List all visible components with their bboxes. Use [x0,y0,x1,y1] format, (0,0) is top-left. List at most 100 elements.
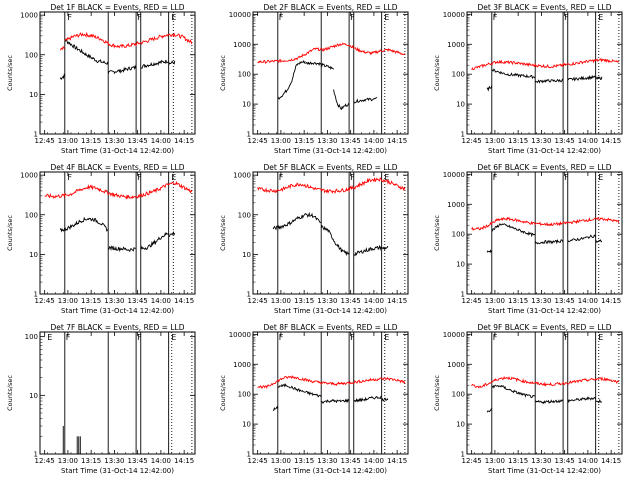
y-tick-label: 10 [242,251,251,259]
series-line [60,46,66,51]
series-line [353,97,378,104]
y-tick-label: 100 [25,51,38,59]
x-tick-label: 14:15 [174,457,194,465]
series-line [277,59,306,100]
y-tick-label: 100 [238,211,251,219]
y-tick-label: 1 [34,451,38,459]
y-tick-label: 1000 [20,12,38,20]
x-tick-label: 14:00 [578,137,598,145]
y-tick-label: 10 [242,421,251,429]
y-tick-label: 10000 [443,171,465,179]
chart-panel: Det 3F BLACK = Events, RED = LLD Counts/s… [433,3,623,155]
event-marker: E [171,13,176,22]
y-tick-label: 1 [247,291,251,299]
y-tick-label: 10000 [229,11,251,19]
event-marker: E [384,173,389,182]
y-axis-label: Counts/sec [433,215,441,251]
x-tick-label: 13:45 [555,137,575,145]
series-line [168,230,176,238]
series-line [491,68,536,80]
event-marker: E [171,173,176,182]
series-line [140,232,170,251]
y-axis-label: Counts/sec [219,215,227,251]
x-tick-label: 14:00 [578,457,598,465]
event-marker: F [137,13,142,22]
y-axis-label: Counts/sec [219,375,227,411]
x-tick-label: 13:45 [341,137,361,145]
event-marker: F [67,173,72,182]
chart-title: Det 9F BLACK = Events, RED = LLD [478,323,612,332]
series-line [320,225,350,257]
series-line [321,398,350,404]
y-tick-label: 100 [452,391,465,399]
series-line [353,244,382,257]
chart-title: Det 8F BLACK = Events, RED = LLD [264,323,398,332]
x-tick-label: 14:00 [578,297,598,305]
series-line [44,180,193,200]
x-tick-label: 12:45 [35,457,55,465]
y-tick-label: 1000 [233,361,251,369]
series-line [59,216,109,233]
x-tick-label: 13:15 [294,297,314,305]
x-tick-label: 13:00 [271,457,291,465]
y-tick-label: 10000 [229,331,251,339]
chart-panel: Det 2F BLACK = Events, RED = LLD Counts/s… [219,3,409,155]
event-marker: E [598,13,603,22]
x-tick-label: 12:45 [248,137,268,145]
event-marker: F [564,13,569,22]
chart-panel: Det 1F BLACK = Events, RED = LLD Counts/s… [6,3,196,155]
x-tick-label: 13:00 [271,297,291,305]
y-tick-label: 1000 [20,172,38,180]
x-tick-label: 13:00 [58,137,78,145]
event-marker: F [279,13,284,22]
y-tick-label: 1000 [447,201,465,209]
y-tick-label: 1000 [447,361,465,369]
chart-panel: Det 4F BLACK = Events, RED = LLD Counts/s… [6,163,196,315]
chart-title: Det 4F BLACK = Events, RED = LLD [51,163,185,172]
x-axis-label: Start Time (31-Oct-14 12:42:00) [274,307,387,315]
event-marker: F [350,333,355,342]
chart-panel: Det 5F BLACK = Events, RED = LLD Counts/s… [219,163,409,315]
y-tick-label: 1 [34,131,38,139]
x-tick-label: 14:15 [174,297,194,305]
y-axis-label: Counts/sec [6,215,14,251]
event-marker: E [598,333,603,342]
x-tick-label: 14:15 [387,137,407,145]
y-tick-label: 100 [25,211,38,219]
event-marker: F [493,333,498,342]
series-line [486,85,493,92]
x-tick-label: 14:00 [364,297,384,305]
chart-title: Det 7F BLACK = Events, RED = LLD [51,323,185,332]
y-tick-label: 10 [29,392,38,400]
plot-frame [39,11,196,135]
series-line [59,73,66,81]
chart-panel: Det 7F BLACK = Events, RED = LLD Counts/s… [6,323,196,475]
x-tick-label: 13:45 [555,457,575,465]
event-marker: F [564,173,569,182]
x-tick-label: 13:00 [58,297,78,305]
x-tick-label: 13:45 [128,137,148,145]
y-tick-label: 1 [461,291,465,299]
x-tick-label: 14:00 [151,457,171,465]
x-tick-label: 12:45 [35,137,55,145]
event-marker: F [67,13,72,22]
y-tick-label: 100 [25,333,38,341]
x-tick-label: 12:45 [248,457,268,465]
event-marker: F [137,333,142,342]
x-axis-label: Start Time (31-Oct-14 12:42:00) [61,467,174,475]
y-tick-label: 100 [452,71,465,79]
y-tick-label: 1 [461,131,465,139]
event-marker: F [350,173,355,182]
y-tick-label: 1000 [233,172,251,180]
series-line [595,239,603,244]
series-line [333,89,350,111]
x-tick-label: 12:45 [35,297,55,305]
x-tick-label: 13:15 [294,137,314,145]
x-tick-label: 13:15 [294,457,314,465]
event-marker: F [350,13,355,22]
series-line [567,396,596,404]
series-line [595,76,603,80]
series-line [491,223,536,238]
x-axis-label: Start Time (31-Oct-14 12:42:00) [488,307,601,315]
event-marker: E [598,173,603,182]
